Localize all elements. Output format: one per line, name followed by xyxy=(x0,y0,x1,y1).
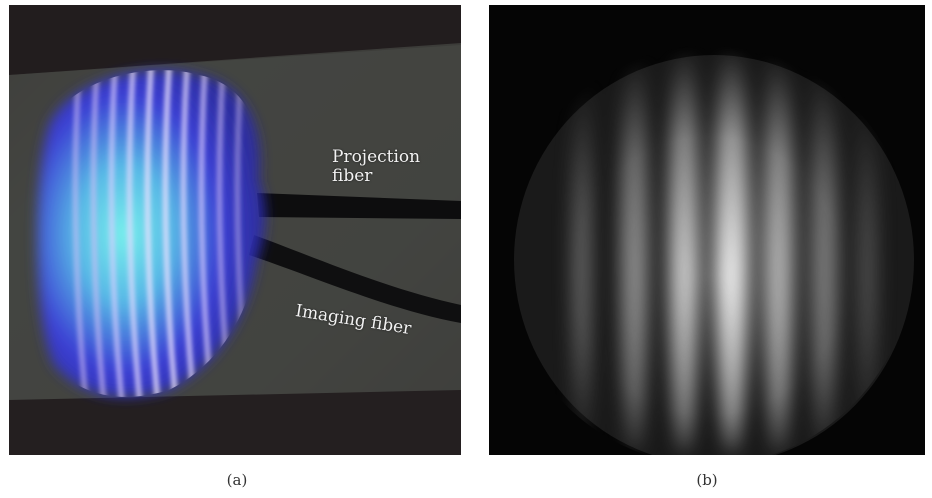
caption-a: (a) xyxy=(226,471,248,489)
fringe-image-grayscale xyxy=(489,5,925,455)
projection-label-line2: fiber xyxy=(332,166,373,186)
panel-b-image xyxy=(489,5,925,455)
caption-b: (b) xyxy=(696,471,718,489)
projection-label-line1: Projection xyxy=(332,147,421,167)
fringe-pattern-b xyxy=(571,19,879,455)
dark-top-region xyxy=(9,5,461,75)
projection-fiber xyxy=(257,193,461,219)
fringe-projection-photo xyxy=(9,5,461,455)
panel-a-photo: Projection fiber Imaging fiber xyxy=(9,5,461,455)
imaging-fiber xyxy=(249,235,461,323)
dark-bottom-region xyxy=(9,390,461,455)
projection-fiber-label: Projection fiber xyxy=(332,148,420,186)
